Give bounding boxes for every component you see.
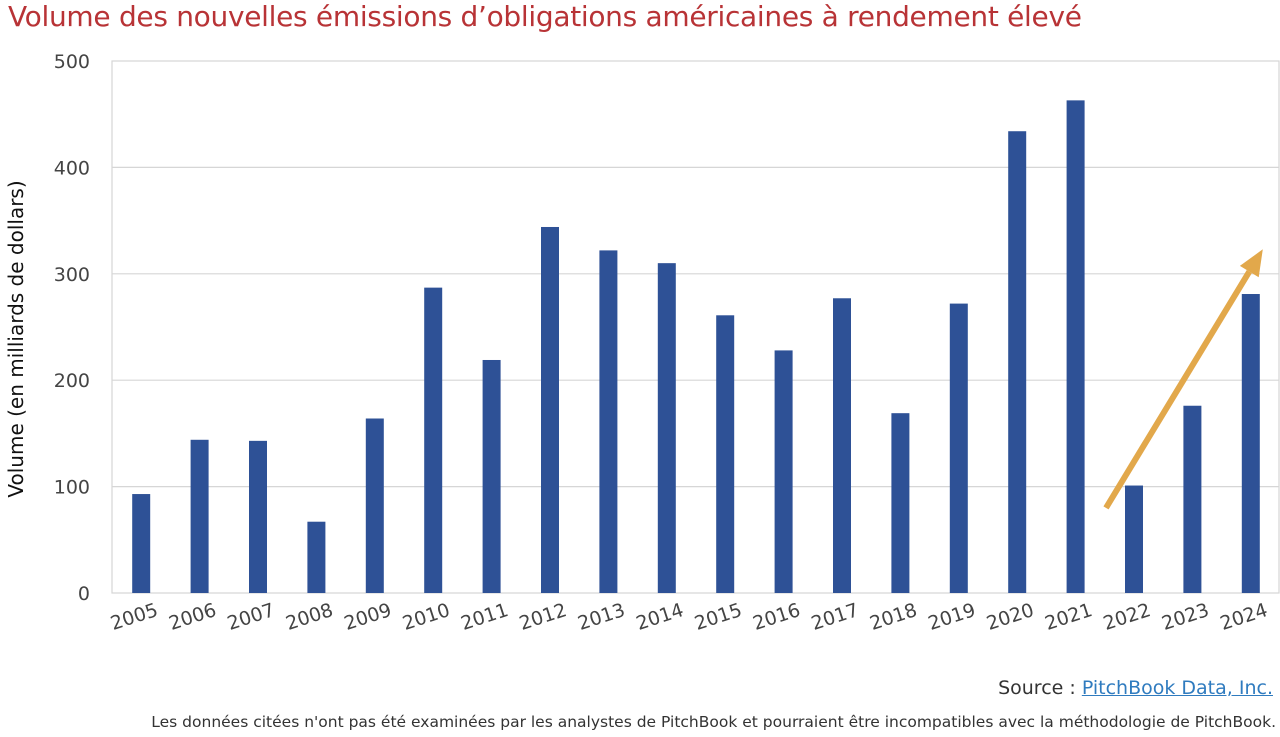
grid-lines [111,60,1280,594]
x-tick-label: 2024 [1217,599,1270,635]
x-axis-ticks: 2005 2006 2007 2008 2009 2010 2011 2012 2013 2014… [108,599,1270,635]
plot-frame [111,60,1280,594]
bar [1066,100,1085,594]
bar [249,440,267,593]
bar [599,250,618,593]
bar [657,263,676,593]
y-tick-label: 400 [54,157,90,179]
bar [774,350,793,593]
bar [541,226,559,593]
x-tick-label: 2017 [809,599,862,635]
bar [1241,294,1260,593]
source-line: Source : PitchBook Data, Inc. [998,677,1273,699]
y-tick-label: 100 [54,477,90,499]
bar [307,521,326,593]
x-tick-label: 2023 [1159,599,1212,635]
bar [891,413,910,593]
y-tick-label: 0 [78,583,90,605]
x-tick-label: 2010 [400,599,453,635]
x-tick-label: 2005 [108,599,161,635]
bar [482,359,501,593]
x-tick-label: 2020 [984,599,1037,635]
bar [424,287,443,593]
chart-title: Volume des nouvelles émissions d’obligat… [8,0,1082,33]
x-tick-label: 2016 [750,599,803,635]
x-tick-label: 2022 [1101,599,1154,635]
x-tick-label: 2009 [341,599,394,635]
trend-annotation [1103,249,1263,510]
x-tick-label: 2008 [283,599,336,635]
y-tick-label: 200 [54,370,90,392]
bar [833,298,851,593]
source-label: Source : [998,677,1082,699]
bar [949,303,968,593]
x-tick-label: 2018 [867,599,920,635]
bar [1125,485,1143,593]
x-tick-label: 2006 [166,599,219,635]
y-axis-ticks: 0 100 200 300 400 500 [54,51,90,605]
bar [190,439,209,593]
y-axis-label: Volume (en milliards de dollars) [4,180,28,497]
x-tick-label: 2007 [225,599,278,635]
x-tick-label: 2011 [458,599,511,635]
x-tick-label: 2015 [692,599,745,635]
disclaimer-note: Les données citées n'ont pas été examiné… [151,713,1276,731]
bars [132,100,1260,594]
bar [1183,405,1202,593]
bar [716,315,735,593]
x-tick-label: 2019 [925,599,978,635]
x-tick-label: 2013 [575,599,628,635]
x-tick-label: 2014 [633,599,686,635]
bar [365,418,384,593]
trend-arrow-shaft [1103,270,1252,510]
bar [1008,131,1027,593]
y-tick-label: 500 [54,51,90,73]
x-tick-label: 2012 [517,599,570,635]
y-tick-label: 300 [54,264,90,286]
bar [132,494,151,593]
trend-arrow-head [1239,249,1263,278]
x-tick-label: 2021 [1042,599,1095,635]
source-link[interactable]: PitchBook Data, Inc. [1081,677,1273,699]
